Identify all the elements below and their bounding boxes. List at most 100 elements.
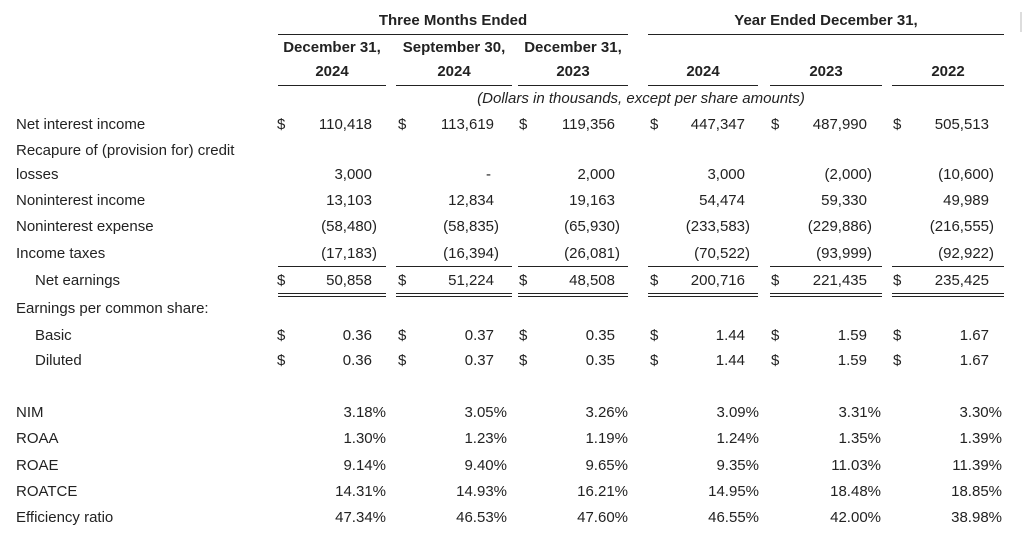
currency-sign: $ [650,116,659,133]
value-cell: 221,435 [812,272,867,289]
ratio-cell: 16.21% [577,483,628,500]
value-cell: (229,886) [807,218,872,235]
value-cell: 3,000 [707,166,745,183]
ratio-cell: 3.31% [838,404,881,421]
ratio-cell: 1.23% [464,430,507,447]
total-double-underline [892,293,1004,294]
ratio-cell: 11.03% [831,457,881,474]
subtotal-line [648,266,758,267]
value-cell: 0.35 [585,327,615,344]
value-cell: 1.67 [959,352,989,369]
currency-sign: $ [398,327,407,344]
ratio-cell: 46.55% [708,509,759,526]
col-header-3-top: December 31, [524,39,622,56]
total-double-underline [770,296,882,297]
total-double-underline [770,293,882,294]
row-label-recapture-line2: losses [16,166,59,183]
value-cell: 0.37 [464,352,494,369]
ratio-cell: 9.14% [343,457,386,474]
row-label-eps-heading: Earnings per common share: [16,300,209,317]
total-double-underline [518,296,628,297]
currency-sign: $ [398,116,407,133]
value-cell: (58,480) [321,218,377,235]
subtotal-line [396,266,512,267]
value-cell: 487,990 [812,116,867,133]
ratio-label-efficiency: Efficiency ratio [16,509,114,526]
value-cell: 1.44 [715,327,745,344]
currency-sign: $ [771,116,780,133]
col-underline-6 [892,85,1004,86]
col-header-5-year: 2023 [809,63,843,80]
ratio-cell: 1.19% [585,430,628,447]
ratio-cell: 9.65% [585,457,628,474]
ratio-cell: 9.35% [716,457,759,474]
value-cell: 1.67 [959,327,989,344]
ratio-cell: 3.05% [464,404,507,421]
col-header-2-year: 2024 [437,63,471,80]
value-cell: 1.44 [715,352,745,369]
ratio-cell: 3.09% [716,404,759,421]
total-double-underline [278,296,386,297]
page-edge-mark [1020,12,1022,32]
value-cell: 51,224 [448,272,494,289]
value-cell: 54,474 [699,192,745,209]
value-cell: (2,000) [824,166,872,183]
total-double-underline [278,293,386,294]
value-cell: 235,425 [934,272,989,289]
currency-sign: $ [893,272,902,289]
col-underline-1 [278,85,386,86]
row-label-noninterest-income: Noninterest income [16,192,146,209]
value-cell: 0.35 [585,352,615,369]
col-header-3-year: 2023 [556,63,590,80]
value-cell: (70,522) [694,245,750,262]
value-cell: 110,418 [318,116,372,133]
col-underline-2 [396,85,512,86]
value-cell: (233,583) [685,218,750,235]
value-cell: 1.59 [837,352,867,369]
currency-sign: $ [519,272,528,289]
ratio-cell: 14.93% [456,483,507,500]
col-header-2-top: September 30, [402,39,506,56]
subtotal-line [518,266,628,267]
total-double-underline [518,293,628,294]
ratio-cell: 47.60% [577,509,628,526]
currency-sign: $ [519,116,528,133]
currency-sign: $ [650,352,659,369]
currency-sign: $ [519,327,528,344]
ratio-cell: 11.39% [952,457,1002,474]
row-label-income-taxes: Income taxes [16,245,106,262]
value-cell: 3,000 [334,166,372,183]
value-cell: (58,835) [443,218,499,235]
total-double-underline [396,296,512,297]
table-subtitle: (Dollars in thousands, except per share … [477,90,805,107]
total-double-underline [892,296,1004,297]
col-underline-4 [648,85,758,86]
value-cell: 119,356 [561,116,615,133]
currency-sign: $ [277,272,286,289]
currency-sign: $ [650,327,659,344]
value-cell: 0.37 [464,327,494,344]
col-header-1-year: 2024 [315,63,349,80]
row-label-recapture-line1: Recapure of (provision for) credit [16,142,235,159]
value-cell: 113,619 [440,116,494,133]
currency-sign: $ [398,272,407,289]
ratio-cell: 18.48% [830,483,881,500]
currency-sign: $ [893,116,902,133]
ratio-cell: 38.98% [951,509,1002,526]
currency-sign: $ [771,327,780,344]
value-cell: 200,716 [690,272,745,289]
value-cell: - [486,166,491,183]
value-cell: 48,508 [569,272,615,289]
value-cell: (26,081) [564,245,620,262]
header-three-months: Three Months Ended [378,12,528,29]
ratio-cell: 18.85% [951,483,1002,500]
currency-sign: $ [277,116,286,133]
col-underline-3 [518,85,628,86]
value-cell: (65,930) [564,218,620,235]
value-cell: (92,922) [938,245,994,262]
ratio-cell: 1.24% [716,430,759,447]
value-cell: (216,555) [929,218,994,235]
row-label-net-earnings: Net earnings [35,272,121,289]
row-label-net-interest-income: Net interest income [16,116,146,133]
currency-sign: $ [893,352,902,369]
